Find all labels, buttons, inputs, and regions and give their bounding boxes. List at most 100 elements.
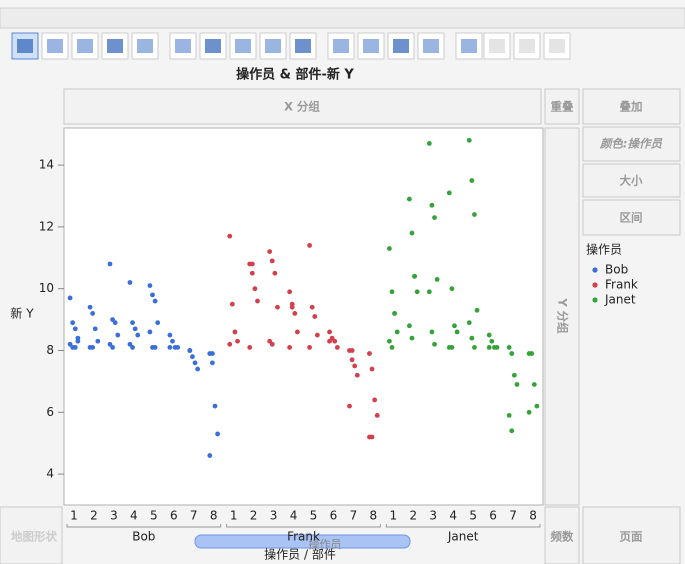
x-tick-label: 6	[170, 509, 178, 523]
overlay-zone[interactable]	[582, 88, 681, 125]
point	[147, 283, 153, 288]
drag-pill[interactable]	[194, 534, 411, 549]
point	[369, 434, 375, 440]
point	[449, 286, 455, 292]
legend-label: Janet	[604, 293, 636, 307]
point	[167, 345, 173, 350]
point	[426, 141, 432, 146]
x-tick-label: 3	[429, 509, 437, 523]
point	[454, 329, 460, 335]
y-tick-label: 6	[46, 405, 54, 419]
point	[147, 329, 153, 335]
page-zone[interactable]	[582, 506, 681, 564]
x-tick-label: 1	[230, 509, 238, 523]
point	[127, 280, 133, 285]
point	[130, 345, 135, 350]
point	[132, 326, 138, 332]
interval-label[interactable]: 区间	[620, 211, 643, 225]
legend-label: Bob	[605, 263, 628, 277]
overlap-zone[interactable]	[544, 88, 580, 125]
point	[486, 332, 492, 338]
point	[469, 178, 475, 183]
point	[506, 345, 512, 350]
point	[529, 351, 535, 356]
color-label[interactable]: 颜色:操作员	[599, 137, 663, 151]
point	[509, 428, 515, 434]
point	[195, 366, 201, 372]
x-tick-label: 6	[330, 509, 338, 523]
point	[150, 292, 155, 298]
y-group-label[interactable]: Y 分组	[556, 297, 570, 334]
x-tick-label: 7	[509, 509, 517, 523]
point	[334, 345, 340, 350]
y-tick-label: 12	[39, 219, 54, 233]
point	[207, 453, 213, 458]
point	[289, 304, 295, 310]
frequency-label[interactable]: 频数	[551, 530, 574, 544]
point	[374, 412, 380, 418]
y-group-zone[interactable]	[544, 127, 580, 506]
icon-glyph	[423, 39, 439, 53]
point	[215, 431, 220, 437]
point	[135, 332, 141, 338]
y-tick-label: 8	[46, 343, 54, 357]
legend-label: Frank	[605, 278, 638, 292]
point	[394, 329, 400, 335]
point	[192, 360, 198, 366]
x-tick-label: 7	[350, 509, 358, 523]
x-tick-label: 5	[150, 509, 158, 523]
group-label: Frank	[287, 530, 320, 544]
map-shape-label[interactable]: 地图形状	[11, 530, 57, 544]
drag-label[interactable]: 操作员	[309, 537, 342, 551]
point	[429, 202, 435, 208]
x-tick-label: 8	[370, 509, 378, 523]
map-shape-zone[interactable]	[0, 506, 63, 564]
size-label[interactable]: 大小	[620, 174, 643, 188]
point	[167, 332, 173, 338]
point	[486, 345, 492, 350]
page-label[interactable]: 页面	[620, 530, 643, 544]
frequency-zone[interactable]	[544, 506, 580, 564]
interval-zone[interactable]	[582, 199, 681, 236]
color-zone[interactable]	[582, 126, 681, 162]
group-label: Janet	[447, 530, 479, 544]
overlap-label[interactable]: 重叠	[551, 100, 574, 114]
x-axis-title: 操作员 / 部件	[264, 547, 336, 562]
point	[349, 348, 355, 353]
point	[466, 320, 472, 326]
point	[307, 345, 312, 350]
icon-glyph	[17, 39, 33, 53]
point	[249, 261, 255, 267]
point	[72, 326, 78, 332]
point	[526, 409, 532, 415]
chart-title: 操作员 & 部件-新 Y	[236, 67, 354, 83]
group-label: Bob	[132, 530, 155, 544]
point	[472, 345, 477, 350]
point	[209, 351, 215, 356]
point	[509, 351, 515, 356]
point	[474, 307, 480, 313]
size-zone[interactable]	[582, 163, 681, 198]
group-bracket	[66, 524, 222, 528]
point	[352, 363, 358, 369]
x-tick-label: 2	[90, 509, 98, 523]
point	[449, 345, 455, 350]
point	[409, 230, 415, 236]
point	[227, 233, 233, 239]
point	[347, 403, 352, 409]
y-tick-label: 10	[39, 281, 54, 295]
x-group-label[interactable]: X 分组	[284, 100, 320, 114]
point	[309, 304, 315, 310]
group-bracket	[385, 524, 541, 528]
icon-glyph	[265, 39, 281, 53]
icon-glyph	[549, 39, 565, 53]
overlay-label[interactable]: 叠加	[620, 100, 643, 114]
point	[426, 289, 432, 295]
icon-glyph	[333, 39, 349, 53]
x-group-zone[interactable]	[63, 88, 542, 125]
point	[170, 338, 175, 344]
point	[327, 329, 332, 335]
point	[235, 338, 240, 344]
point	[406, 323, 412, 329]
point	[249, 270, 255, 276]
